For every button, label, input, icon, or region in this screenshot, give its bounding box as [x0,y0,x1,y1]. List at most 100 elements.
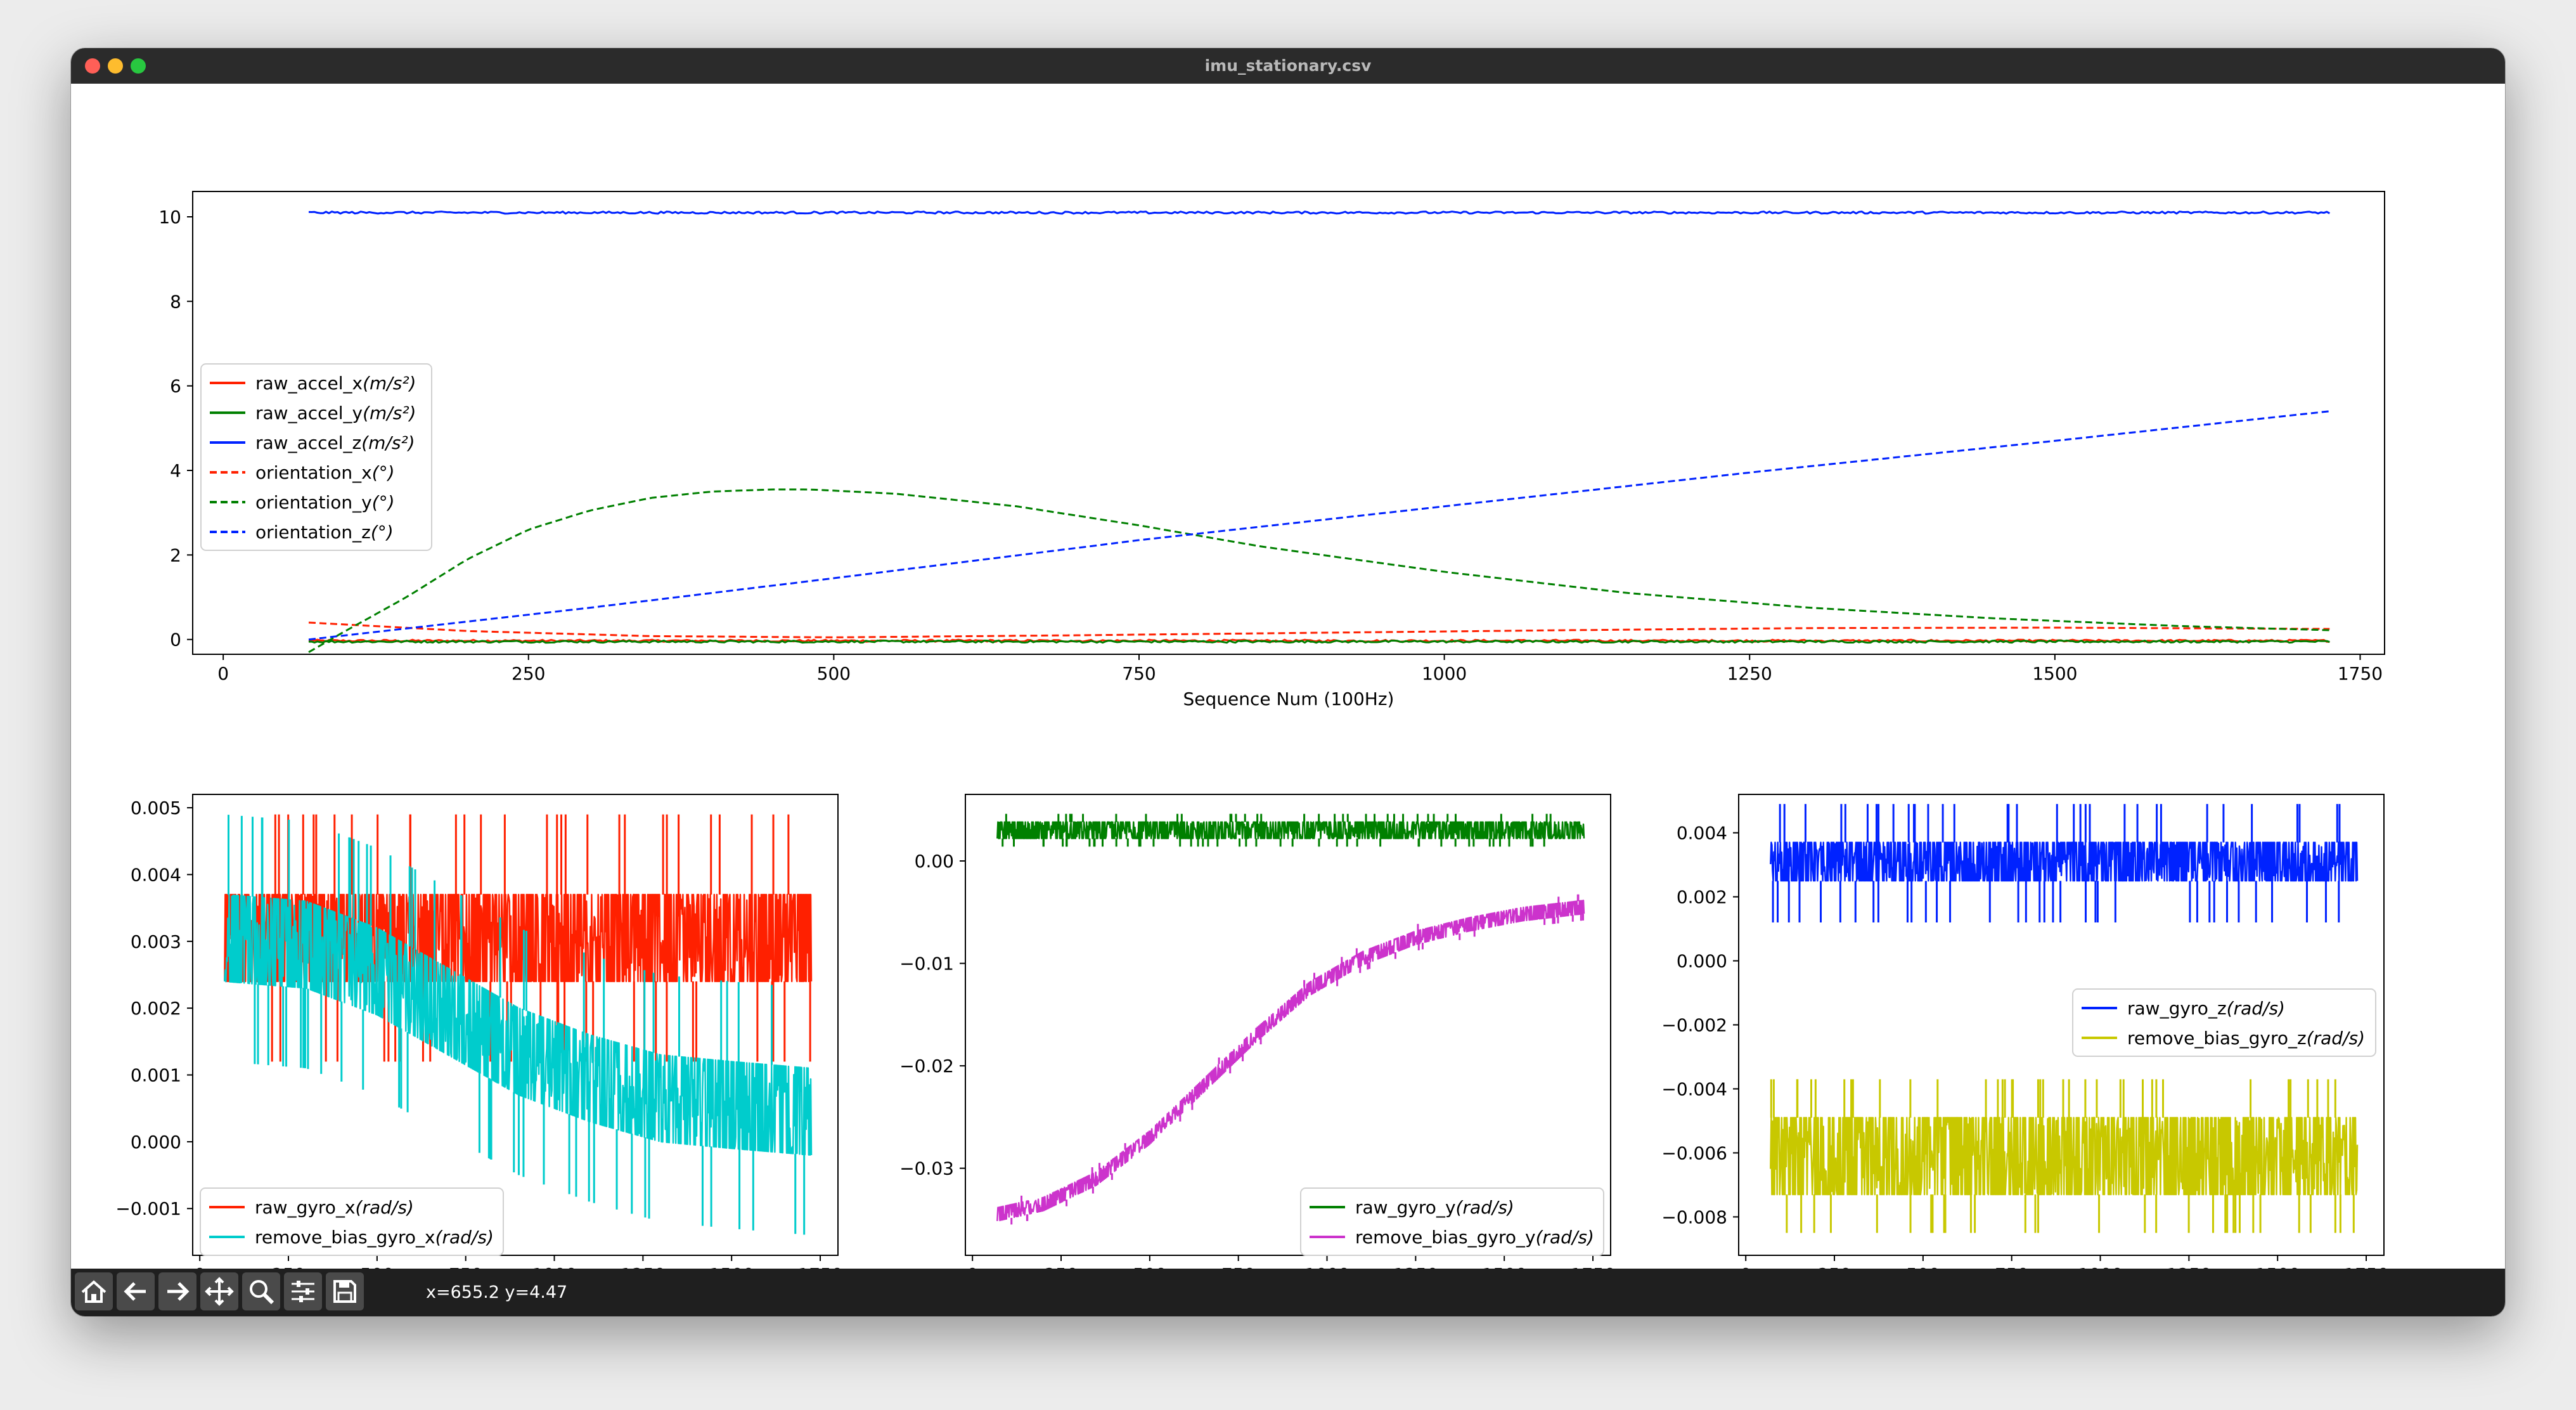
y-tick-label: 0.000 [131,1132,181,1153]
x-tick-label: 1000 [2078,1264,2123,1269]
y-tick-label: 0 [170,630,181,650]
legend-series-unit: (rad/s) [1536,1227,1594,1248]
legend-label: remove_bias_gyro_x(rad/s) [255,1227,494,1248]
x-tick-label: 750 [1122,663,1156,684]
x-tick-label: 0 [194,1264,205,1269]
y-tick-label: 0.000 [1677,951,1727,972]
zoom-button[interactable] [242,1272,280,1310]
x-tick-label: 250 [512,663,545,684]
legend-series-unit: (rad/s) [2307,1028,2365,1049]
x-tick-label: 1500 [2255,1264,2300,1269]
x-tick-label: 1000 [1422,663,1467,684]
save-button[interactable] [326,1272,364,1310]
x-tick-label: 1000 [532,1264,577,1269]
legend-series-unit: (rad/s) [1456,1197,1514,1218]
x-tick-label: 1250 [621,1264,666,1269]
legend-label: orientation_y(°) [255,492,395,513]
legend-series-name: orientation_x [255,462,372,483]
legend-box [2072,988,2376,1057]
series-raw-accel-z [308,210,2331,215]
x-tick-label: 1500 [2032,663,2077,684]
plot-lines [308,210,2331,654]
x-tick-label: 250 [1044,1264,1078,1269]
x-tick-label: 0 [967,1264,978,1269]
figure-svg: 0 250 500 750 1000 1250 1500 1750 0 2 4 6 8 10 Sequenc… [115,191,2389,1310]
y-tick-label: 8 [170,291,181,312]
x-tick-label: 1750 [797,1264,842,1269]
subplot-1: 0 250 500 750 1000 1250 1500 1750 0 2 4 6 8 10 Sequenc… [158,191,2385,709]
legend-label: raw_gyro_x(rad/s) [255,1197,414,1218]
legend-box [200,1187,504,1256]
legend-series-unit: (°) [371,522,394,543]
y-tick-label: 10 [158,207,181,228]
x-tick-label: 500 [1133,1264,1166,1269]
series-orientation-y [308,488,2330,654]
configure-subplots-button[interactable] [284,1272,322,1310]
legend-label: raw_gyro_y(rad/s) [1355,1197,1514,1218]
y-tick-label: 0.004 [1677,823,1727,844]
pan-button[interactable] [200,1272,238,1310]
zoom-icon [250,1280,274,1305]
plot-lines [996,813,1585,1225]
axes-frame [192,794,839,1256]
title-bar: imu_stationary.csv [71,48,2505,84]
y-tick-label: 0.001 [131,1065,181,1086]
close-window-button[interactable] [85,58,100,74]
legend-box [200,363,432,551]
legend-label: raw_accel_z(m/s²) [255,432,415,453]
cursor-coordinates: x=655.2 y=4.47 [426,1283,568,1302]
legend-label: orientation_x(°) [255,462,395,483]
x-tick-label: 1500 [1482,1264,1527,1269]
configure-subplots-icon [292,1281,314,1302]
y-tick-label: 0.005 [131,798,181,818]
back-button[interactable] [117,1272,155,1310]
series-raw-gyro-z [1770,841,2359,882]
legend-label: remove_bias_gyro_y(rad/s) [1355,1227,1594,1248]
y-tick-label: −0.01 [899,954,954,974]
x-tick-label: 500 [360,1264,394,1269]
y-tick-label: 2 [170,545,181,566]
x-tick-label: 250 [271,1264,305,1269]
y-tick-label: −0.008 [1661,1206,1727,1227]
subplot-4: 0 250 500 750 1000 1250 1500 1750 −0.008 −0.006 −0… [1661,794,2389,1310]
legend: raw_gyro_y(rad/s) remove_bias_gyro_y(rad/… [1300,1187,1604,1256]
series-remove-bias-gyro-y [996,900,1585,1222]
app-window: imu_stationary.csv 0 250 500 750 1000 1250 150… [71,48,2505,1316]
legend: raw_gyro_z(rad/s)remove_bias_gyro_z(rad/… [2072,988,2376,1057]
subplot-2: 0 250 500 750 1000 1250 1500 1750 −0.001 0.000 0.0… [115,794,843,1310]
zoom-window-button[interactable] [131,58,146,74]
y-tick-label: 6 [170,376,181,397]
x-tick-label: 1750 [1570,1264,1615,1269]
x-tick-label: 500 [1906,1264,1940,1269]
legend-label: orientation_z(°) [255,522,394,543]
navigation-toolbar: x=655.2 y=4.47 [71,1269,2505,1316]
y-tick-label: −0.002 [1661,1015,1727,1036]
y-tick-label: 0.004 [131,864,181,885]
legend-box [1300,1187,1604,1256]
legend-label: raw_accel_x(m/s²) [255,373,416,394]
x-tick-label: 1750 [2343,1264,2388,1269]
y-tick-label: 0.00 [915,851,954,872]
figure-canvas[interactable]: 0 250 500 750 1000 1250 1500 1750 0 2 4 6 8 10 Sequenc… [71,84,2505,1310]
y-tick-label: −0.004 [1661,1078,1727,1099]
y-tick-label: 4 [170,460,181,481]
x-tick-label: 250 [1817,1264,1851,1269]
legend-series-unit: (m/s²) [361,432,415,453]
subplot-3: 0 250 500 750 1000 1250 1500 1750 −0.03 −0.02 −0.0… [899,794,1616,1310]
plot-lines [224,814,813,1235]
minimize-window-button[interactable] [108,58,123,74]
y-tick-label: 0.002 [1677,887,1727,908]
forward-button[interactable] [158,1272,196,1310]
series-raw-accel-y [308,639,2330,644]
legend-series-name: orientation_z [255,522,371,543]
home-button[interactable] [75,1272,113,1310]
back-arrow-icon [124,1282,146,1301]
x-tick-label: 1000 [1304,1264,1349,1269]
legend-series-name: raw_accel_x [255,373,363,394]
legend-series-unit: (rad/s) [435,1227,494,1248]
legend: raw_gyro_x(rad/s) remove_bias_gyro_x(rad/… [200,1187,504,1256]
legend-series-name: raw_accel_y [255,403,363,424]
y-tick-label: 0.003 [131,931,181,952]
y-tick-label: −0.03 [899,1158,954,1179]
legend-label: remove_bias_gyro_z(rad/s) [2127,1028,2365,1049]
